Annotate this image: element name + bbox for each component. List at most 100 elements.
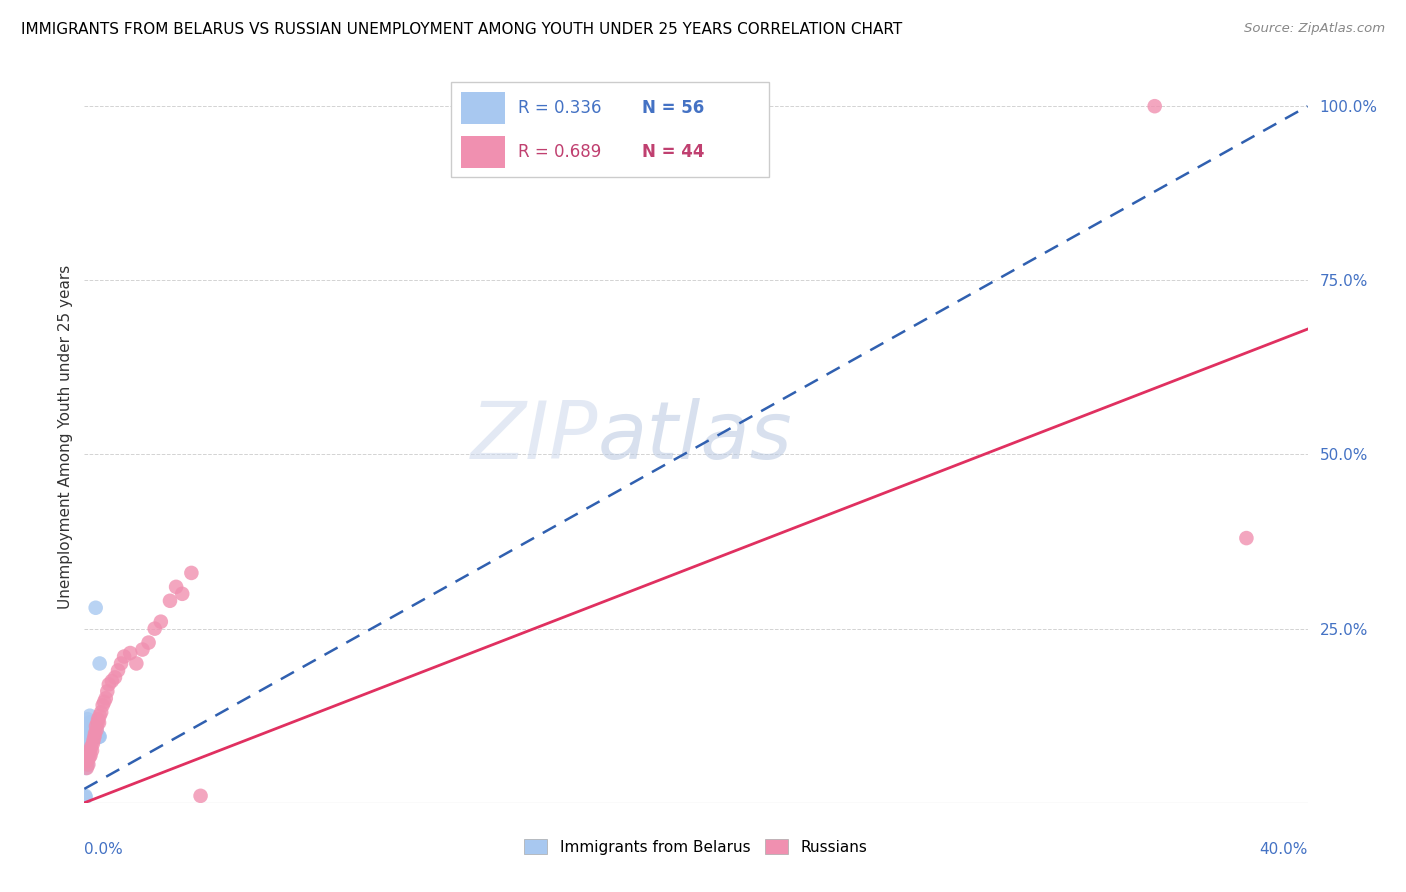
Point [83, 727, 105, 741]
Point [84, 600, 107, 615]
Point [89, 708, 111, 723]
Point [86, 715, 108, 730]
Point [87, 730, 110, 744]
Point [86, 723, 108, 737]
Point [87, 730, 110, 744]
Text: atlas: atlas [598, 398, 793, 476]
Point [143, 622, 166, 636]
Point [79, 708, 101, 723]
Point [80, 718, 103, 732]
Point [76, 726, 98, 740]
Y-axis label: Unemployment Among Youth under 25 years: Unemployment Among Youth under 25 years [58, 265, 73, 609]
Point [76, 712, 98, 726]
Point [107, 664, 129, 678]
Point [86, 730, 108, 744]
Point [159, 594, 181, 608]
Point [80, 715, 103, 730]
Point [138, 635, 160, 649]
Point [84, 726, 107, 740]
Point [94, 691, 117, 706]
Point [104, 670, 127, 684]
Point [75, 790, 97, 805]
Point [83, 726, 105, 740]
Point [97, 677, 120, 691]
Point [76, 754, 98, 768]
Point [83, 730, 105, 744]
Point [80, 730, 103, 744]
Point [77, 730, 100, 744]
Point [76, 740, 98, 755]
Point [84, 726, 107, 740]
Text: IMMIGRANTS FROM BELARUS VS RUSSIAN UNEMPLOYMENT AMONG YOUTH UNDER 25 YEARS CORRE: IMMIGRANTS FROM BELARUS VS RUSSIAN UNEMP… [21, 22, 903, 37]
Point [79, 748, 101, 763]
Point [77, 740, 100, 755]
Point [110, 657, 132, 671]
Point [90, 705, 112, 719]
Point [80, 723, 103, 737]
Point [80, 721, 103, 735]
Point [79, 719, 101, 733]
Point [84, 730, 107, 744]
Point [93, 695, 115, 709]
Point [1143, 99, 1166, 113]
Point [83, 733, 105, 747]
Point [76, 750, 98, 764]
Point [75, 789, 97, 803]
Point [82, 737, 104, 751]
Point [654, 99, 676, 113]
Point [91, 698, 114, 713]
Point [86, 730, 108, 744]
Point [149, 615, 172, 629]
Point [112, 649, 135, 664]
Text: 0.0%: 0.0% [84, 842, 124, 856]
Point [77, 750, 100, 764]
Point [131, 642, 153, 657]
Point [84, 730, 107, 744]
Point [79, 721, 101, 735]
Point [75, 761, 97, 775]
Point [1236, 531, 1258, 545]
Point [76, 757, 98, 772]
Point [80, 743, 103, 757]
Point [79, 730, 101, 744]
Point [172, 587, 194, 601]
Text: Source: ZipAtlas.com: Source: ZipAtlas.com [1244, 22, 1385, 36]
Point [82, 719, 104, 733]
Point [87, 730, 110, 744]
Point [80, 740, 103, 755]
Point [77, 733, 100, 747]
Point [89, 730, 111, 744]
Point [77, 757, 100, 772]
Point [76, 756, 98, 770]
Point [79, 743, 101, 757]
Point [87, 712, 110, 726]
Point [83, 721, 105, 735]
Point [76, 761, 98, 775]
Point [84, 719, 107, 733]
Text: ZIP: ZIP [471, 398, 598, 476]
Point [77, 747, 100, 761]
Point [180, 566, 202, 580]
Point [76, 748, 98, 763]
Point [84, 726, 107, 740]
Point [77, 715, 100, 730]
Point [83, 726, 105, 740]
Point [83, 726, 105, 740]
Point [75, 757, 97, 772]
Text: 40.0%: 40.0% [1260, 842, 1308, 856]
Point [165, 580, 187, 594]
Point [82, 730, 104, 744]
Point [76, 753, 98, 767]
Point [79, 726, 101, 740]
Point [96, 684, 118, 698]
Point [82, 723, 104, 737]
Legend: Immigrants from Belarus, Russians: Immigrants from Belarus, Russians [519, 833, 873, 861]
Point [77, 743, 100, 757]
Point [80, 726, 103, 740]
Point [125, 657, 148, 671]
Point [89, 657, 111, 671]
Point [86, 721, 108, 735]
Point [101, 673, 124, 688]
Point [83, 730, 105, 744]
Point [76, 754, 98, 768]
